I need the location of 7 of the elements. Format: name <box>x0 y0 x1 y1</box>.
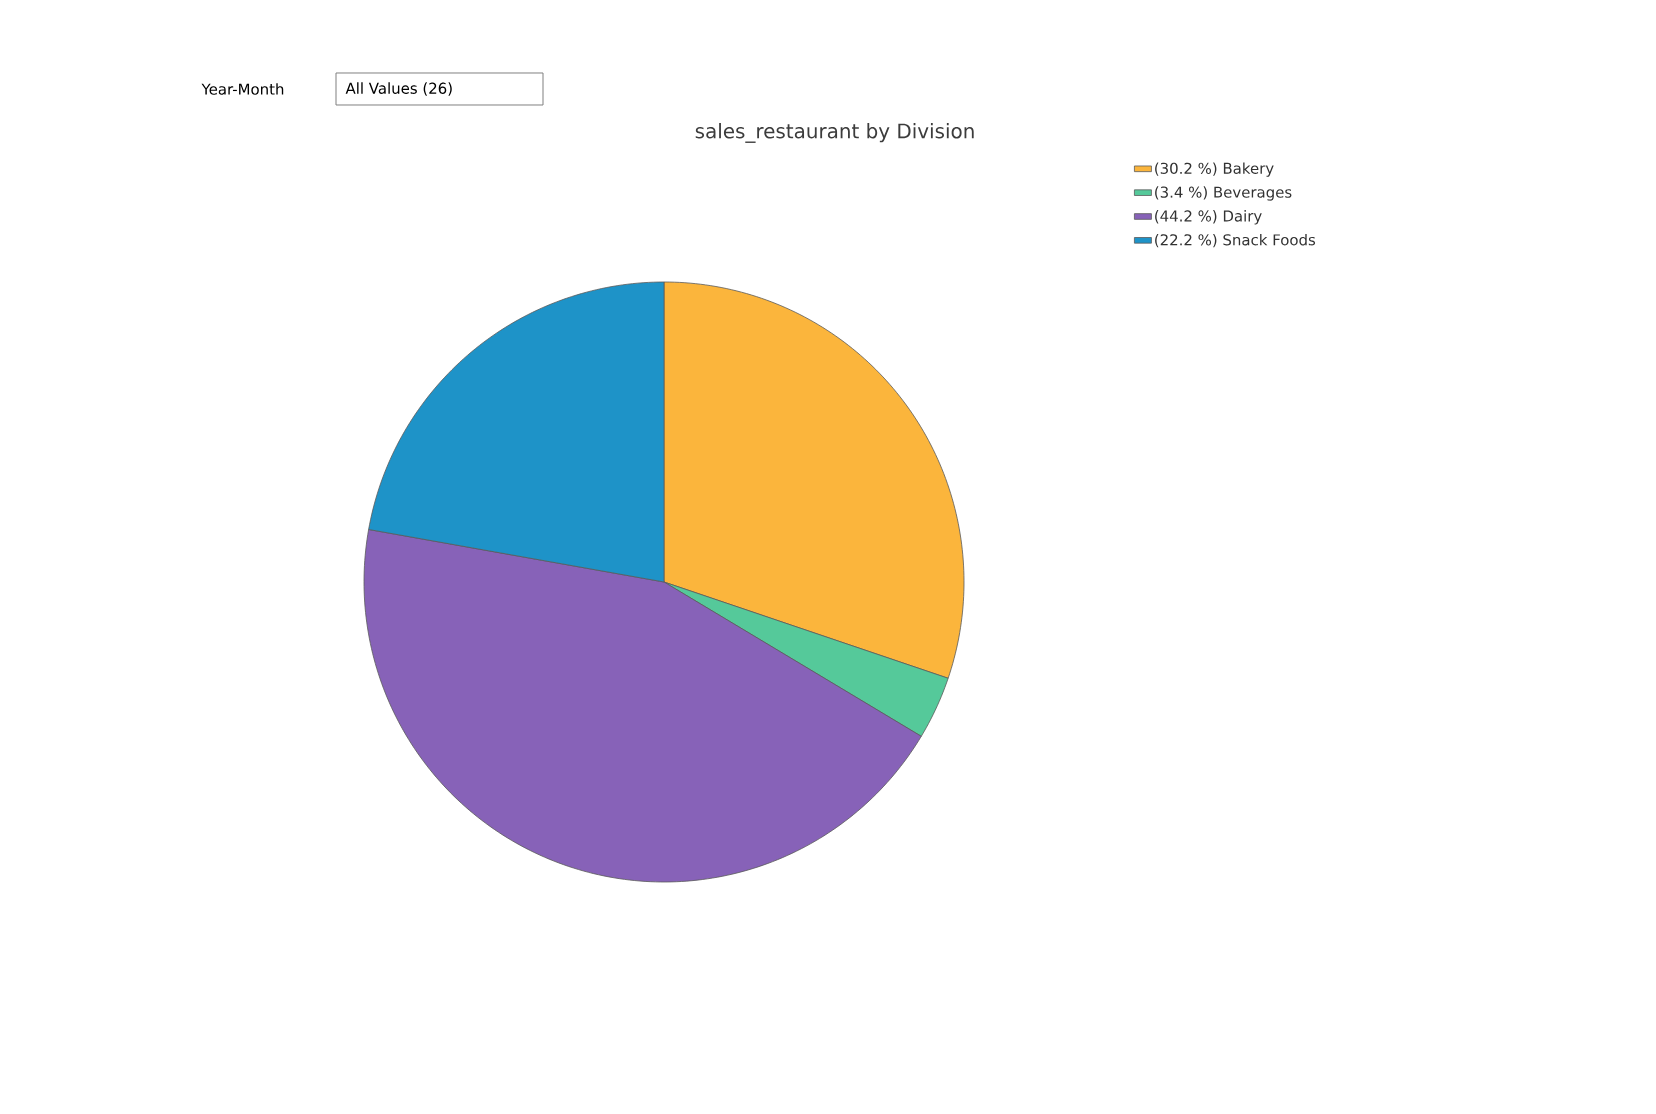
legend-label: (22.2 %) Snack Foods <box>1155 233 1316 248</box>
text: All Values (26) <box>345 82 452 96</box>
legend-label: (3.4 %) Beverages <box>1155 186 1292 201</box>
text: Year-Month <box>201 83 284 95</box>
legend-label: (30.2 %) Bakery <box>1155 162 1274 177</box>
legend-label: (44.2 %) Dairy <box>1155 210 1262 225</box>
chart-title: sales_restaurant by Division <box>695 123 974 143</box>
